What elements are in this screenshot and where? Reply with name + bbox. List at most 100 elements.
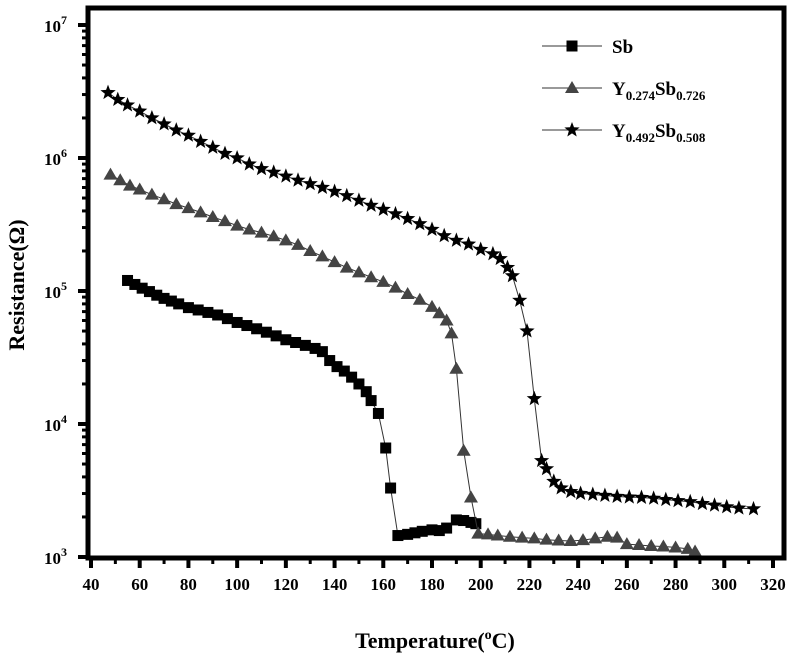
data-point-triangle	[266, 229, 281, 242]
data-point-triangle	[471, 526, 486, 539]
y-tick-exp: 3	[61, 545, 67, 559]
data-point-star	[538, 460, 555, 476]
data-point-star	[546, 473, 562, 488]
data-point-star	[670, 492, 686, 508]
data-point-square	[402, 528, 414, 540]
data-point-triangle	[217, 214, 232, 227]
data-point-square	[182, 302, 194, 314]
data-point-triangle	[103, 167, 118, 180]
data-point-triangle	[444, 326, 459, 339]
data-point-triangle	[688, 544, 703, 557]
data-point-triangle	[600, 529, 615, 542]
data-point-star	[156, 116, 172, 131]
x-tick-label: 180	[419, 575, 445, 594]
data-point-triangle	[563, 533, 578, 546]
data-point-triangle	[644, 538, 659, 551]
y-tick-base: 10	[44, 17, 61, 36]
data-point-square	[202, 306, 214, 318]
chart-marks	[100, 84, 762, 557]
data-point-square	[231, 316, 243, 328]
data-point-star	[658, 491, 674, 507]
x-tick-label: 160	[371, 575, 397, 594]
legend-text-part: Sb	[655, 121, 676, 142]
legend-subscript: 0.508	[676, 130, 706, 145]
series-1	[103, 167, 703, 557]
data-point-star	[412, 215, 428, 231]
legend-subscript: 0.726	[676, 88, 706, 103]
data-point-triangle	[551, 533, 566, 546]
data-point-star	[132, 103, 148, 118]
y-tick-base: 10	[44, 283, 61, 302]
data-point-triangle	[456, 443, 471, 456]
x-axis-title-sup: o	[485, 628, 492, 643]
data-point-triangle	[181, 201, 196, 214]
data-point-square	[346, 371, 358, 383]
data-point-square	[251, 323, 263, 335]
data-point-star	[553, 480, 569, 495]
data-point-triangle	[400, 286, 415, 299]
legend-text-part: Y	[612, 121, 626, 142]
y-tick-label: 104	[44, 412, 67, 435]
data-point-square	[221, 313, 233, 325]
data-point-square	[241, 320, 253, 332]
data-point-star	[745, 500, 762, 516]
series-0	[122, 274, 482, 542]
data-point-square	[372, 407, 384, 419]
data-point-square	[122, 274, 134, 286]
data-point-star	[110, 91, 126, 106]
data-point-star	[534, 452, 550, 468]
data-point-star	[633, 489, 650, 504]
y-tick-exp: 5	[61, 279, 67, 293]
data-point-star	[499, 259, 516, 275]
data-point-star	[585, 486, 601, 501]
data-point-square	[360, 386, 372, 398]
data-point-star	[375, 201, 391, 216]
y-tick-base: 10	[44, 150, 61, 169]
data-point-triangle	[242, 222, 257, 235]
data-point-star	[519, 323, 535, 338]
x-axis-title-main: Temperature(	[355, 628, 485, 653]
data-point-star	[229, 150, 245, 165]
data-point-square	[450, 514, 462, 526]
data-point-star	[119, 97, 136, 112]
data-point-square	[324, 355, 336, 367]
data-point-triangle	[515, 530, 530, 543]
y-tick-label: 106	[44, 146, 67, 169]
data-point-triangle	[193, 205, 208, 218]
data-point-star	[100, 84, 116, 100]
data-point-star	[327, 183, 343, 198]
data-point-triangle	[463, 490, 478, 503]
data-point-star	[731, 500, 747, 515]
data-point-triangle	[113, 173, 128, 186]
data-point-triangle	[619, 537, 634, 550]
data-point-square	[290, 336, 302, 348]
data-point-square	[212, 309, 224, 321]
y-tick-exp: 4	[61, 412, 67, 426]
x-tick-label: 60	[131, 575, 148, 594]
data-point-star	[241, 156, 257, 171]
axis-ticks: 40 60 80 100 120 140 160 180 200 220 240 260 280 300 3…	[44, 13, 786, 594]
data-point-star	[621, 489, 637, 504]
data-point-star	[719, 498, 735, 514]
data-point-star	[424, 221, 440, 236]
legend-subscript: 0.274	[626, 88, 656, 103]
data-point-star	[351, 192, 367, 207]
y-axis-title: Resistance(Ω)	[4, 219, 29, 350]
data-point-square	[129, 278, 141, 290]
data-point-square	[192, 304, 204, 316]
data-point-star	[387, 205, 404, 221]
legend-marker-square	[566, 40, 578, 52]
data-point-square	[158, 292, 170, 304]
data-point-square	[270, 330, 282, 342]
x-tick-label: 240	[565, 575, 591, 594]
data-point-triangle	[254, 225, 269, 238]
data-point-triangle	[425, 299, 439, 312]
x-tick-label: 280	[663, 575, 689, 594]
legend-marker-star	[564, 122, 580, 137]
y-tick-exp: 6	[61, 146, 67, 160]
y-tick-label: 105	[44, 279, 67, 302]
data-point-square	[433, 525, 445, 537]
data-point-triangle	[632, 538, 647, 551]
